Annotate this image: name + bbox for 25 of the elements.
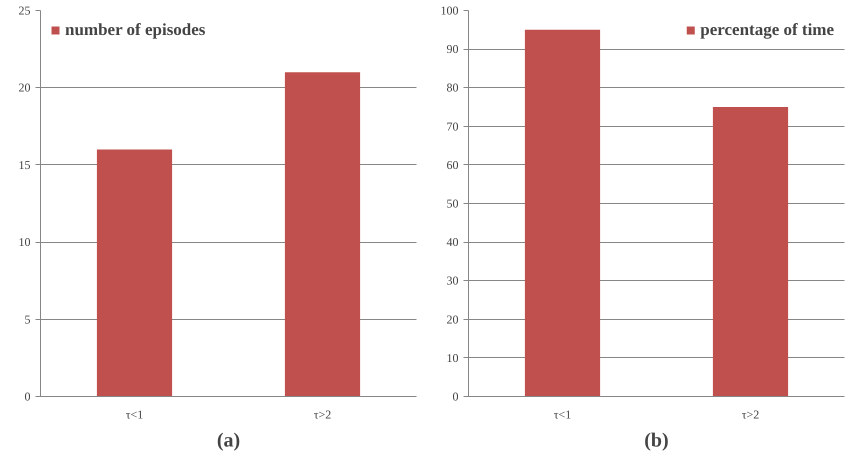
- y-tick-label: 20: [18, 80, 30, 95]
- y-tick-label: 60: [446, 158, 458, 172]
- x-tick-label: τ>2: [742, 408, 760, 422]
- x-axis-title: (b): [644, 430, 669, 452]
- x-tick-label: τ<1: [126, 408, 144, 422]
- y-tick-label: 30: [446, 274, 458, 288]
- y-tick-label: 25: [18, 4, 30, 18]
- y-tick-label: 5: [24, 312, 30, 326]
- x-tick-label: τ<1: [554, 408, 572, 422]
- x-tick-label: τ>2: [314, 408, 332, 422]
- y-tick-label: 10: [18, 235, 30, 250]
- y-tick-label: 90: [446, 42, 458, 56]
- y-tick-label: 40: [446, 235, 458, 250]
- y-tick-label: 80: [446, 80, 458, 95]
- x-axis-title: (a): [216, 430, 240, 452]
- y-tick-label: 15: [18, 158, 30, 172]
- y-tick-label: 70: [446, 119, 458, 134]
- y-tick-label: 0: [24, 390, 30, 404]
- legend-label: number of episodes: [65, 20, 206, 40]
- legend-label: percentage of time: [700, 20, 834, 40]
- y-tick-label: 100: [440, 4, 458, 18]
- y-tick-label: 20: [446, 312, 458, 326]
- y-tick-label: 10: [446, 350, 458, 365]
- y-tick-label: 50: [446, 196, 458, 210]
- y-tick-label: 0: [452, 390, 458, 404]
